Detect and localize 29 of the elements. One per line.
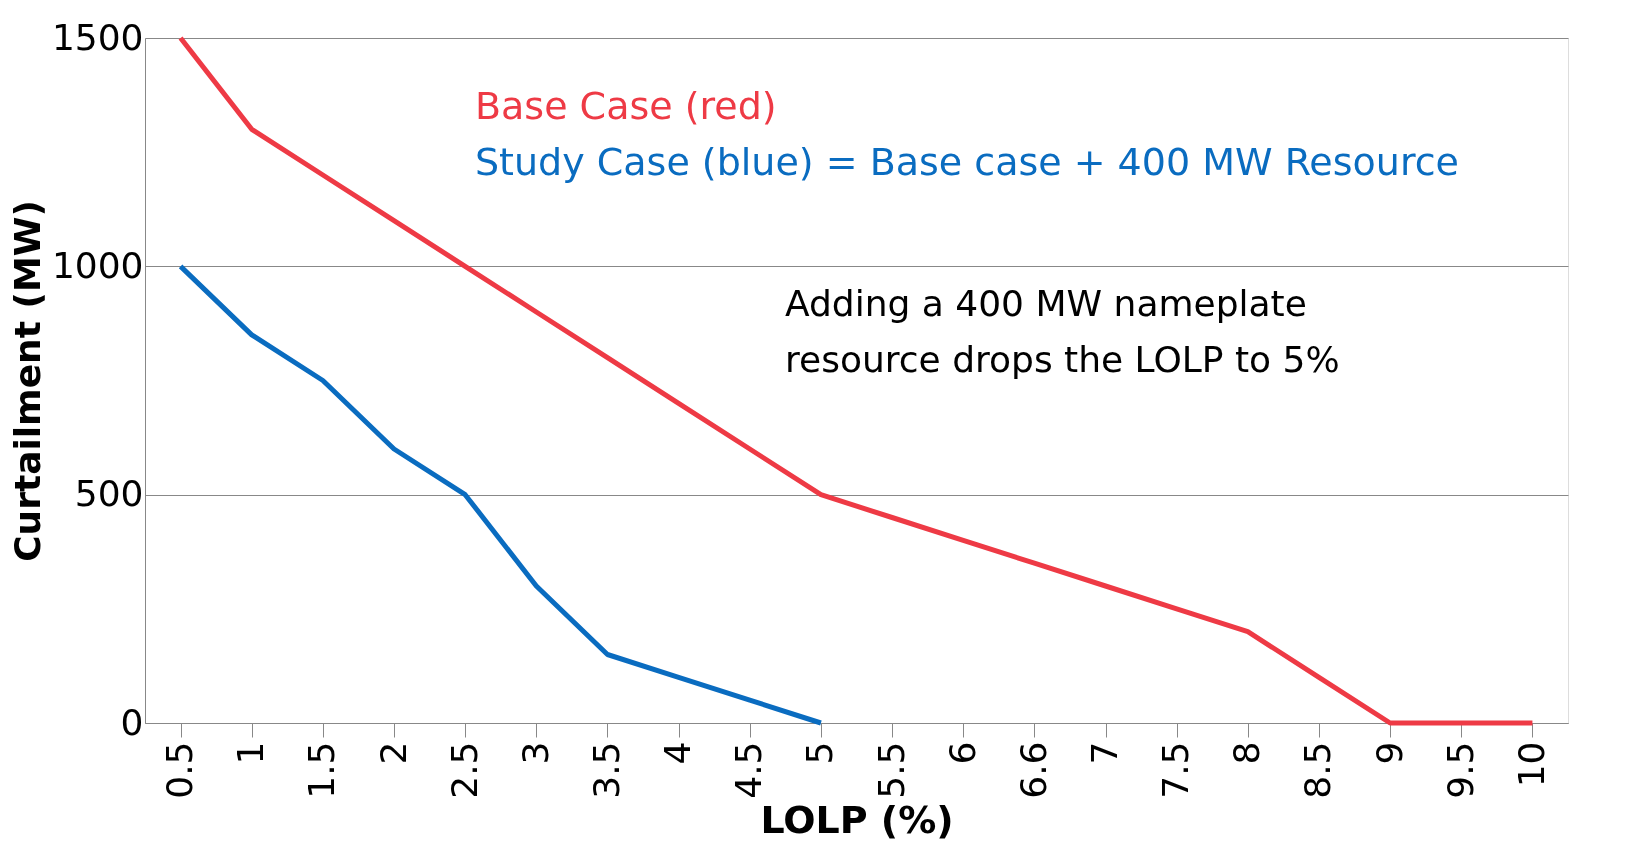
x-tick-label: 2.5	[443, 741, 485, 799]
x-tick-label: 0.5	[159, 741, 201, 799]
x-tick-label: 7.5	[1155, 741, 1197, 799]
x-tick-label: 3	[514, 741, 556, 765]
x-tick-label: 3.5	[585, 741, 627, 799]
x-tick-label: 7	[1084, 741, 1126, 765]
x-tick-label: 6	[941, 741, 983, 765]
x-tick-label: 6.6	[1012, 741, 1054, 799]
x-axis-title: LOLP (%)	[760, 797, 954, 842]
text: Base Case (red)	[475, 84, 777, 128]
x-tick-label: 8.5	[1297, 741, 1339, 799]
x-tick-label: 9.5	[1439, 741, 1481, 799]
x-tick-label: 5.5	[870, 741, 912, 799]
x-tick-label: 2	[372, 741, 414, 765]
y-tick-label: 0	[120, 701, 144, 743]
x-tick-label: 1	[230, 741, 272, 765]
x-tick-label: 4.5	[728, 741, 770, 799]
text: Study Case (blue) = Base case + 400 MW Resource	[475, 140, 1459, 184]
x-tick-label: 1.5	[301, 741, 343, 799]
x-tick-label: 4	[657, 741, 699, 765]
x-tick-label: 8	[1226, 741, 1268, 765]
x-tick-label: 9	[1368, 741, 1410, 765]
x-tick-label: 10	[1510, 741, 1552, 788]
y-axis-title: Curtailment (MW)	[6, 200, 48, 562]
y-tick-label: 1500	[51, 16, 144, 58]
annotation: Adding a 400 MW nameplate resource drops the LOLP to 5%	[785, 283, 1340, 380]
x-tick-label: 5	[799, 741, 841, 765]
y-tick-label: 500	[74, 473, 144, 515]
y-tick-label: 1000	[51, 244, 144, 286]
